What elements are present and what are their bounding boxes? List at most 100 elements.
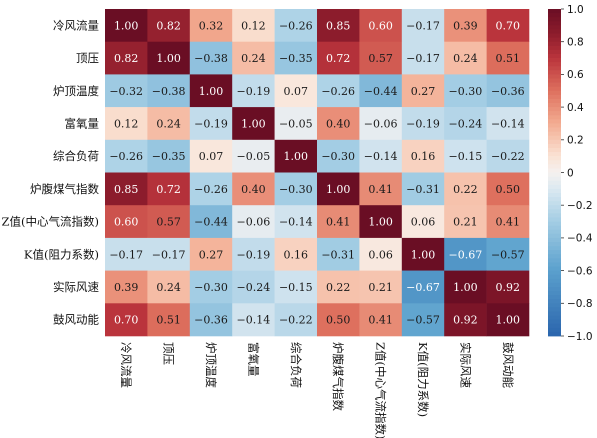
colorbar-segment xyxy=(548,9,561,14)
heatmap-cell-value: −0.19 xyxy=(237,248,271,261)
heatmap-cell xyxy=(274,9,318,42)
colorbar-segment xyxy=(548,168,561,173)
colorbar-segment xyxy=(548,286,561,292)
colorbar-segment xyxy=(548,90,561,96)
heatmap-cell xyxy=(401,41,445,75)
heatmap-cell xyxy=(359,237,403,271)
column-label: 冷风流量 xyxy=(119,342,133,388)
colorbar-tick-label: 0.8 xyxy=(567,37,584,49)
heatmap-cell-value: −0.30 xyxy=(449,85,483,98)
heatmap-cell xyxy=(486,237,530,271)
heatmap-cell-value: −0.19 xyxy=(194,117,228,130)
heatmap-cell xyxy=(147,303,191,337)
colorbar-segment xyxy=(548,188,561,194)
heatmap-cell xyxy=(359,139,403,173)
heatmap-cell-value: −0.31 xyxy=(406,183,440,196)
heatmap-cell-value: −0.19 xyxy=(406,117,440,130)
colorbar-tick-label: 0.4 xyxy=(567,102,584,114)
heatmap-cell xyxy=(147,107,191,141)
heatmap-cell-value: 0.24 xyxy=(156,117,181,130)
heatmap-cell-value: 0.50 xyxy=(326,314,351,327)
heatmap-cell-value: 0.41 xyxy=(326,216,351,229)
colorbar-segment xyxy=(548,205,561,210)
colorbar-segment xyxy=(548,327,561,333)
heatmap-cell-value: −0.24 xyxy=(237,281,271,294)
heatmap-cell-value: 0.07 xyxy=(199,150,224,163)
colorbar-segment xyxy=(548,17,561,22)
heatmap-cell xyxy=(232,9,275,42)
heatmap-cell-value: −0.26 xyxy=(279,19,313,32)
heatmap-cell-value: −0.44 xyxy=(194,216,228,229)
row-label: 综合负荷 xyxy=(53,149,99,163)
heatmap-cell xyxy=(189,205,233,239)
heatmap-cell-value: 1.00 xyxy=(411,248,436,261)
heatmap-cell-value: 0.41 xyxy=(368,183,393,196)
heatmap-cell-value: 0.92 xyxy=(496,281,521,294)
heatmap-cell xyxy=(444,303,487,337)
heatmap-cell xyxy=(105,303,148,337)
heatmap-cell xyxy=(189,41,233,75)
heatmap-cell xyxy=(486,107,530,141)
heatmap-cell-value: 1.00 xyxy=(368,216,393,229)
colorbar-segment xyxy=(548,197,561,202)
heatmap-cell xyxy=(105,139,148,173)
colorbar-segment xyxy=(548,180,561,186)
row-label: 炉顶温度 xyxy=(53,84,99,98)
heatmap-cell-value: 0.92 xyxy=(453,314,478,327)
row-label: 炉腹煤气指数 xyxy=(30,182,99,196)
colorbar-segment xyxy=(548,270,561,276)
heatmap-cell-value: 0.41 xyxy=(496,216,521,229)
colorbar-segment xyxy=(548,258,561,263)
heatmap-cell-value: −0.17 xyxy=(406,52,440,65)
row-label: 实际风速 xyxy=(53,280,99,294)
colorbar-tick-label: 1.0 xyxy=(567,4,584,16)
heatmap-cell xyxy=(359,74,403,108)
heatmap-cell xyxy=(105,9,148,42)
colorbar-segment xyxy=(548,147,561,153)
column-label: 顶压 xyxy=(162,342,176,365)
heatmap-cell-value: 0.32 xyxy=(199,19,224,32)
row-label: 顶压 xyxy=(76,51,99,65)
heatmap-cell xyxy=(401,172,445,206)
heatmap-cell-value: 0.21 xyxy=(368,281,393,294)
heatmap-cell xyxy=(274,237,318,271)
heatmap-cell-value: 0.70 xyxy=(496,19,521,32)
heatmap-cell-value: −0.14 xyxy=(364,150,398,163)
heatmap-cell xyxy=(401,237,445,271)
heatmap-cell xyxy=(444,205,487,239)
heatmap-cell-value: −0.14 xyxy=(491,117,525,130)
heatmap-cell xyxy=(359,41,403,75)
colorbar-segment xyxy=(548,86,561,92)
heatmap-cell xyxy=(189,107,233,141)
colorbar-segment xyxy=(548,123,561,128)
heatmap-cell-value: 1.00 xyxy=(241,117,266,130)
heatmap-cell xyxy=(317,41,360,75)
heatmap-cell xyxy=(486,74,530,108)
colorbar-segment xyxy=(548,221,561,227)
heatmap-cell-value: −0.38 xyxy=(152,85,186,98)
colorbar-segment xyxy=(548,233,561,239)
heatmap-cell xyxy=(147,270,191,304)
colorbar-segment xyxy=(548,291,561,296)
colorbar-segment xyxy=(548,241,561,247)
heatmap-cell xyxy=(147,139,191,173)
heatmap-cell-value: 0.22 xyxy=(453,183,478,196)
heatmap-cell-value: −0.57 xyxy=(491,248,525,261)
heatmap-cell-value: −0.44 xyxy=(364,85,398,98)
heatmap-cell-value: 0.70 xyxy=(114,314,139,327)
colorbar-segment xyxy=(548,307,561,312)
heatmap-cell-value: −0.26 xyxy=(109,150,143,163)
heatmap-cell xyxy=(401,139,445,173)
heatmap-cells xyxy=(105,9,530,337)
colorbar-segment xyxy=(548,192,561,198)
colorbar-segment xyxy=(548,131,561,137)
colorbar-tick-label: −0.2 xyxy=(567,200,593,212)
heatmap-cell xyxy=(444,237,487,271)
heatmap-cell-value: 0.41 xyxy=(368,314,393,327)
colorbar-segment xyxy=(548,103,561,108)
colorbar-segment xyxy=(548,135,561,141)
heatmap-cell-value: 0.50 xyxy=(496,183,521,196)
heatmap-cell-value: 1.00 xyxy=(496,314,521,327)
colorbar-segment xyxy=(548,33,561,39)
